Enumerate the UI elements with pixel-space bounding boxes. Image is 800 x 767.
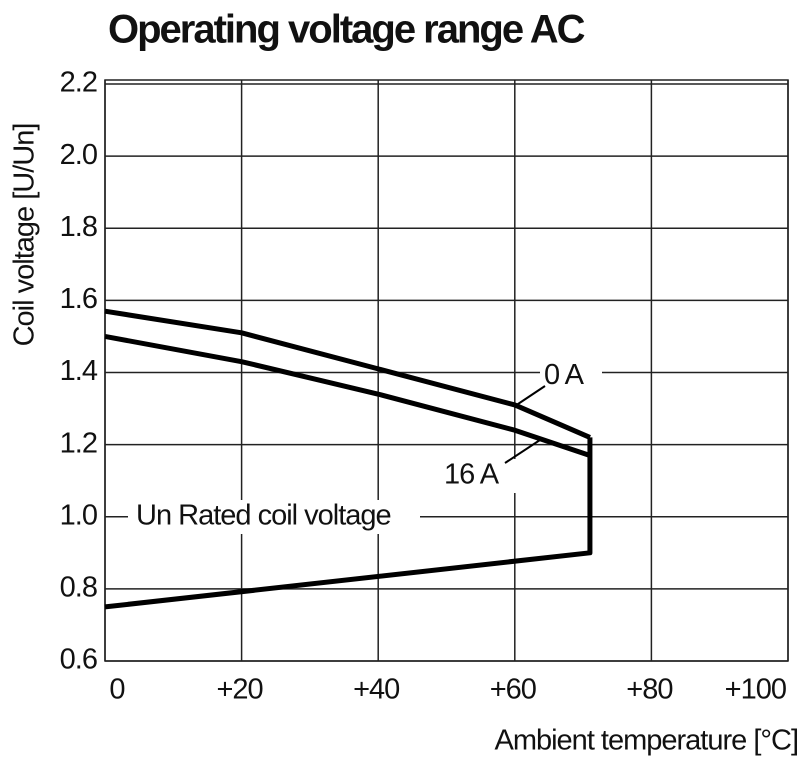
chart-title: Operating voltage range AC bbox=[108, 8, 585, 52]
series-label: 0 A bbox=[544, 359, 585, 391]
x-tick-label: 0 bbox=[109, 674, 124, 706]
series-label-bg bbox=[540, 359, 602, 394]
y-tick-label: 1.6 bbox=[60, 283, 97, 315]
annotation: Un Rated coil voltage bbox=[136, 499, 391, 531]
x-axis-label: Ambient temperature [°C] bbox=[494, 725, 798, 757]
series-line bbox=[104, 333, 591, 458]
leader-line bbox=[504, 439, 541, 464]
plot-border bbox=[104, 79, 789, 662]
y-tick-label: 2.2 bbox=[60, 67, 97, 99]
y-tick-label: 0.8 bbox=[60, 572, 97, 604]
x-tick-label: +100 bbox=[725, 674, 786, 706]
x-tick-label: +40 bbox=[353, 674, 399, 706]
y-tick-label: 0.6 bbox=[60, 644, 97, 676]
series-line bbox=[104, 308, 591, 440]
y-tick-label: 1.2 bbox=[60, 427, 97, 459]
x-tick-label: +20 bbox=[216, 674, 262, 706]
y-tick-label: 1.0 bbox=[60, 499, 97, 531]
y-tick-label: 1.4 bbox=[60, 355, 98, 387]
series-label: 16 A bbox=[444, 459, 500, 491]
y-tick-label: 1.8 bbox=[60, 211, 97, 243]
leader-line bbox=[514, 385, 546, 407]
y-axis-label: Coil voltage [U/Un] bbox=[9, 124, 41, 347]
annotation-bg bbox=[128, 500, 420, 534]
series-label-bg bbox=[440, 459, 516, 493]
y-tick-label: 2.0 bbox=[60, 139, 97, 171]
x-tick-label: +60 bbox=[490, 674, 536, 706]
series-line bbox=[104, 437, 593, 610]
x-tick-label: +80 bbox=[626, 674, 672, 706]
